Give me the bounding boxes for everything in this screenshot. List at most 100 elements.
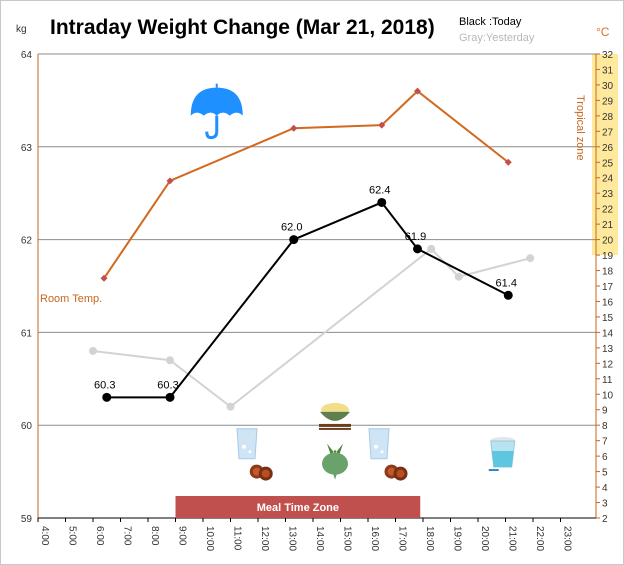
x-tick-label: 23:00 [562, 526, 573, 551]
right-axis-unit: °C [596, 25, 610, 39]
y-right-tick-label: 21 [602, 220, 614, 231]
point-today [102, 392, 112, 402]
point-room-temp [414, 87, 421, 95]
x-tick-label: 20:00 [479, 526, 490, 551]
x-tick-label: 21:00 [507, 526, 518, 551]
x-tick-label: 14:00 [314, 526, 325, 551]
point-room-temp [378, 121, 386, 129]
y-right-tick-label: 32 [602, 50, 614, 61]
point-yesterday [427, 244, 436, 253]
y-right-tick-label: 26 [602, 143, 614, 154]
y-left-tick-label: 62 [21, 236, 33, 247]
meal-zone-bar [175, 496, 421, 518]
y-right-tick-label: 2 [602, 514, 608, 525]
point-yesterday [166, 356, 174, 365]
x-tick-label: 16:00 [369, 526, 380, 551]
point-room-temp [100, 274, 108, 282]
point-room-temp [504, 158, 512, 166]
data-label-today: 61.4 [496, 277, 517, 289]
y-right-tick-label: 7 [602, 437, 608, 448]
point-room-temp [166, 177, 174, 185]
point-yesterday [89, 346, 97, 355]
turnip-icon [322, 443, 348, 480]
y-right-tick-label: 30 [602, 81, 614, 92]
y-right-tick-label: 24 [602, 174, 614, 185]
water-glass-icon [368, 428, 390, 460]
y-right-tick-label: 18 [602, 267, 614, 278]
data-label-today: 62.0 [281, 222, 302, 234]
meal-zone-label: Meal Time Zone [257, 502, 339, 514]
data-label-today: 60.3 [157, 379, 178, 391]
y-left-tick-label: 61 [21, 328, 33, 339]
y-right-tick-label: 15 [602, 313, 614, 324]
point-today [289, 235, 299, 245]
x-tick-label: 11:00 [232, 526, 243, 551]
point-today [377, 197, 387, 207]
y-right-tick-label: 12 [602, 359, 614, 370]
y-left-tick-label: 60 [21, 421, 33, 432]
y-right-tick-label: 3 [602, 499, 608, 510]
y-right-tick-label: 6 [602, 452, 608, 463]
y-right-tick-label: 28 [602, 112, 614, 123]
x-tick-label: 4:00 [39, 526, 50, 546]
y-right-tick-label: 13 [602, 344, 614, 355]
x-tick-label: 13:00 [287, 526, 298, 551]
legend-today: Black :Today [459, 16, 522, 28]
y-left-tick-label: 63 [21, 143, 33, 154]
point-today [503, 290, 513, 300]
series-line-yesterday [92, 247, 531, 408]
x-tick-label: 15:00 [342, 526, 353, 551]
chart-title: Intraday Weight Change (Mar 21, 2018) [50, 16, 435, 39]
left-axis-unit: kg [16, 24, 27, 35]
data-label-today: 62.4 [369, 184, 390, 196]
y-left-tick-label: 64 [21, 50, 33, 61]
x-tick-label: 5:00 [67, 526, 78, 546]
y-right-tick-label: 9 [602, 406, 608, 417]
y-right-tick-label: 29 [602, 96, 614, 107]
y-right-tick-label: 25 [602, 158, 614, 169]
y-right-tick-label: 10 [602, 390, 614, 401]
y-right-tick-label: 22 [602, 205, 614, 216]
x-tick-label: 19:00 [452, 526, 463, 551]
water-glass-icon [236, 428, 258, 460]
point-yesterday [226, 402, 235, 411]
y-right-tick-label: 17 [602, 282, 614, 293]
x-tick-label: 6:00 [94, 526, 105, 546]
point-yesterday [526, 254, 535, 263]
x-tick-label: 18:00 [424, 526, 435, 551]
y-right-tick-label: 23 [602, 189, 614, 200]
y-right-tick-label: 27 [602, 127, 614, 138]
meal-zone-layer: Meal Time Zone [175, 496, 421, 518]
y-right-tick-label: 8 [602, 421, 608, 432]
x-tick-label: 7:00 [122, 526, 133, 546]
point-room-temp [290, 124, 298, 132]
icon-layer [190, 83, 516, 481]
y-right-tick-label: 11 [602, 375, 613, 386]
y-right-tick-label: 20 [602, 236, 614, 247]
y-right-tick-label: 4 [602, 483, 608, 494]
room-temp-label: Room Temp. [40, 293, 102, 305]
x-tick-label: 9:00 [177, 526, 188, 546]
cup-icon [488, 437, 516, 472]
point-today [413, 244, 422, 254]
y-right-tick-label: 16 [602, 297, 614, 308]
y-right-tick-label: 14 [602, 328, 614, 339]
umbrella-icon [190, 83, 243, 140]
y-left-tick-label: 59 [21, 514, 33, 525]
x-tick-label: 22:00 [534, 526, 545, 551]
cookies-icon [384, 464, 408, 481]
x-tick-label: 8:00 [149, 526, 160, 546]
point-yesterday [454, 272, 463, 281]
series-layer: 60.3 60.3 62.0 62.4 61.9 61.4 [89, 87, 535, 411]
cookies-icon [249, 464, 273, 481]
y-right-tick-label: 19 [602, 251, 614, 262]
tropical-zone-label: Tropical zone [574, 95, 586, 161]
series-line-today [106, 201, 509, 399]
y-right-tick-label: 31 [602, 65, 614, 76]
x-tick-label: 10:00 [204, 526, 215, 551]
x-tick-label: 17:00 [397, 526, 408, 551]
rice-bowl-icon [319, 402, 351, 430]
data-label-today: 60.3 [94, 379, 115, 391]
